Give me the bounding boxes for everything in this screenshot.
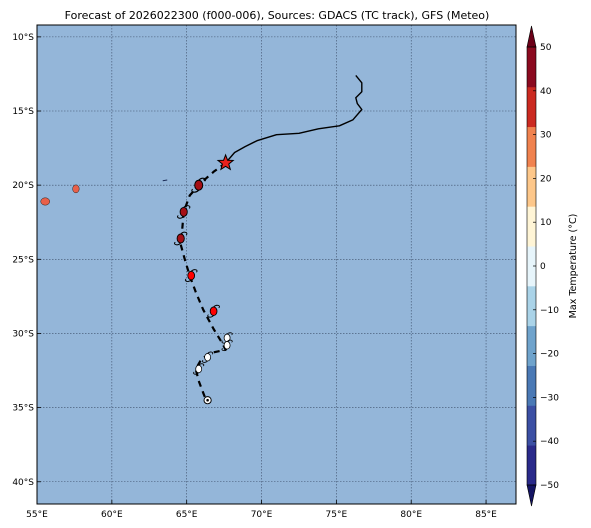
cyclone-tracks [179, 74, 363, 401]
storm-symbol-icon [177, 205, 191, 219]
colorbar-tick-label: −50 [540, 481, 559, 491]
colorbar-tick-label: 40 [540, 87, 552, 97]
colorbar-segment [527, 47, 536, 88]
map-panel: 10°S 15°S 20°S 25°S 30°S 35°S 40°S 55°E 60°E 65°E… [12, 24, 517, 520]
forecast-track-line [179, 162, 227, 401]
colorbar-tick-label: 30 [540, 131, 552, 141]
storm-symbol-icon [207, 304, 220, 318]
colorbar-segment [527, 445, 536, 486]
storm-symbol-icon [193, 363, 205, 375]
lat-tick-label: 25°S [12, 255, 34, 265]
colorbar-tick-label: −40 [540, 437, 559, 447]
lat-tick-label: 40°S [12, 478, 34, 488]
colorbar-under-extension [526, 484, 537, 507]
lon-tick-label: 65°E [176, 510, 198, 520]
lat-tick-label: 20°S [12, 181, 34, 191]
lon-tick-label: 75°E [326, 510, 348, 520]
lat-tick-label: 15°S [12, 107, 34, 117]
colorbar-segment [527, 325, 536, 366]
colorbar-segment [527, 206, 536, 247]
colorbar-tick-label: 20 [540, 174, 552, 184]
lat-tick-label: 35°S [12, 404, 34, 414]
colorbar-segment [527, 365, 536, 406]
lon-tick-label: 60°E [101, 510, 123, 520]
map-title: Forecast of 2026022300 (f000-006), Sourc… [65, 9, 490, 22]
colorbar-tick-label: −10 [540, 306, 559, 316]
colorbar-segment [527, 285, 536, 327]
storm-symbol-icon [174, 231, 188, 246]
colorbar-tick-label: −30 [540, 393, 559, 403]
colorbar-segment [527, 126, 536, 167]
storm-symbol-icon [202, 351, 214, 363]
map-frame [36, 24, 517, 505]
storm-symbol-icon [184, 269, 198, 282]
storm-symbol-icon [203, 396, 212, 405]
lon-tick-label: 80°E [400, 510, 422, 520]
lat-tick-label: 30°S [12, 329, 34, 339]
colorbar-segment [527, 86, 536, 128]
ocean-background [37, 25, 516, 504]
storm-symbols [174, 153, 235, 405]
past-track-line [225, 74, 363, 164]
island-mauritius [72, 184, 80, 194]
storm-symbol-icon [221, 339, 233, 351]
colorbar-tick-label: −20 [540, 350, 559, 360]
colorbar-over-extension [526, 25, 537, 48]
lon-tick-label: 55°E [26, 510, 48, 520]
islands [40, 179, 168, 206]
colorbar-segment [527, 246, 536, 287]
colorbar-segment [527, 166, 536, 207]
temperature-colorbar: −50 −40 −30 −20 −10 0 10 20 30 40 50 [526, 25, 559, 507]
colorbar-segment [527, 405, 536, 446]
island-rodrigues [162, 179, 168, 182]
colorbar-label: Max Temperature (°C) [568, 214, 579, 319]
colorbar-tick-label: 50 [540, 43, 552, 53]
island-reunion [40, 197, 50, 206]
current-position-star-icon [216, 153, 235, 171]
lon-tick-label: 70°E [251, 510, 273, 520]
colorbar-tick-label: 10 [540, 218, 552, 228]
colorbar-tick-label: 0 [540, 262, 546, 272]
map-axis-ticks: 10°S 15°S 20°S 25°S 30°S 35°S 40°S 55°E 60°E 65°E… [12, 33, 497, 520]
storm-symbol-icon [191, 177, 207, 193]
lat-tick-label: 10°S [12, 33, 34, 43]
lon-tick-label: 85°E [475, 510, 497, 520]
